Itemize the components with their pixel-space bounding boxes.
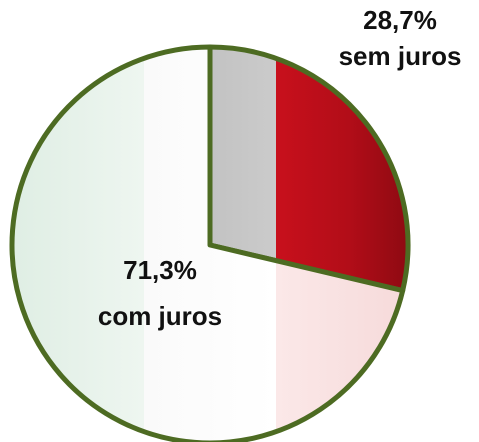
- pie-slice: [9, 44, 406, 442]
- pie-slice: [207, 44, 411, 294]
- pie: [9, 44, 411, 442]
- value-label: 71,3%: [123, 255, 197, 285]
- value-label: 28,7%: [363, 5, 437, 35]
- category-label: sem juros: [339, 41, 462, 71]
- category-label: com juros: [98, 301, 222, 331]
- labels: 28,7% sem juros 71,3% com juros: [98, 5, 462, 331]
